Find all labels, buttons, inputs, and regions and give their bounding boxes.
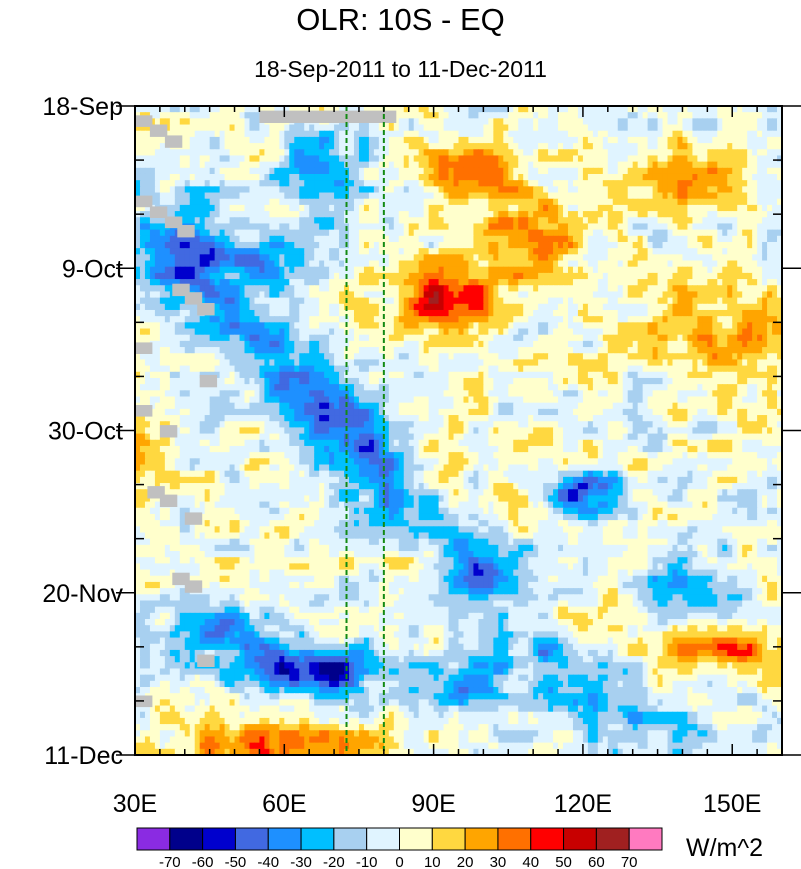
x-tick-label: 120E: [554, 790, 612, 818]
colorbar-swatch: [234, 827, 269, 851]
missing-data-patch: [177, 225, 195, 238]
colorbar-tick-label: -60: [192, 854, 214, 869]
colorbar-swatch: [136, 827, 171, 851]
colorbar-tick-label: 0: [395, 854, 403, 869]
colorbar-tick-label: 20: [457, 854, 474, 869]
colorbar-tick-label: 70: [621, 854, 638, 869]
missing-data-patch: [135, 195, 153, 208]
colorbar-tick-label: -70: [159, 854, 181, 869]
colorbar-tick-label: 40: [522, 854, 539, 869]
missing-data-patch: [184, 292, 203, 305]
colorbar-swatch: [267, 827, 302, 851]
y-tick-label: 20-Nov: [42, 580, 123, 608]
colorbar-tick-label: 50: [555, 854, 572, 869]
missing-data-patch: [197, 303, 215, 316]
colorbar-tick-label: -50: [225, 854, 247, 869]
y-tick-label: 30-Oct: [48, 418, 123, 446]
missing-data-patch: [135, 405, 153, 417]
missing-data-patch: [164, 216, 183, 229]
colorbar-swatch: [431, 827, 466, 851]
x-tick-label: 60E: [262, 790, 306, 818]
missing-data-patch: [197, 654, 215, 667]
colorbar-tick-label: -20: [323, 854, 345, 869]
missing-data-patch: [259, 110, 397, 123]
y-tick-label: 18-Sep: [42, 93, 123, 121]
x-tick-label: 30E: [113, 790, 157, 818]
colorbar-swatch: [530, 827, 565, 851]
colorbar-tick-label: 30: [490, 854, 507, 869]
colorbar-swatch: [300, 827, 335, 851]
colorbar-swatch: [628, 827, 663, 851]
missing-data-patch: [135, 342, 153, 354]
colorbar-swatch: [563, 827, 597, 851]
colorbar-tick-label: 10: [424, 854, 441, 869]
colorbar: -70 -60 -50 -40 -30 -20 -10 0 10 20 30 40 50 60 70: [136, 827, 663, 869]
colorbar-tick-label: -10: [356, 854, 378, 869]
colorbar-tick-label: 60: [588, 854, 605, 869]
missing-data-patch: [159, 425, 178, 438]
missing-data-patch: [149, 124, 168, 137]
chart-title: OLR: 10S - EQ: [296, 2, 505, 37]
chart-subtitle: 18-Sep-2011 to 11-Dec-2011: [254, 56, 547, 82]
colorbar-swatch: [464, 827, 499, 851]
colorbar-swatch: [366, 827, 401, 851]
colorbar-swatch: [333, 827, 368, 851]
colorbar-units-label: W/m^2: [686, 834, 763, 862]
missing-data-patch: [149, 206, 168, 218]
colorbar-swatch: [399, 827, 433, 851]
y-tick-label: 9-Oct: [62, 255, 123, 283]
colorbar-swatch: [169, 827, 204, 851]
missing-data-patch: [184, 580, 203, 593]
missing-data-patches: [135, 110, 397, 708]
x-tick-label: 90E: [411, 790, 455, 818]
missing-data-patch: [184, 512, 203, 525]
x-tick-label: 150E: [703, 790, 761, 818]
olr-field: [135, 106, 783, 756]
missing-data-patch: [135, 115, 153, 127]
colorbar-swatch: [202, 827, 236, 851]
colorbar-tick-label: -40: [257, 854, 279, 869]
colorbar-swatch: [497, 827, 532, 851]
missing-data-patch: [199, 374, 218, 388]
y-tick-label: 11-Dec: [44, 742, 123, 770]
missing-data-patch: [164, 135, 183, 148]
colorbar-tick-label: -30: [290, 854, 312, 869]
colorbar-swatch: [595, 827, 630, 851]
missing-data-patch: [159, 494, 178, 507]
